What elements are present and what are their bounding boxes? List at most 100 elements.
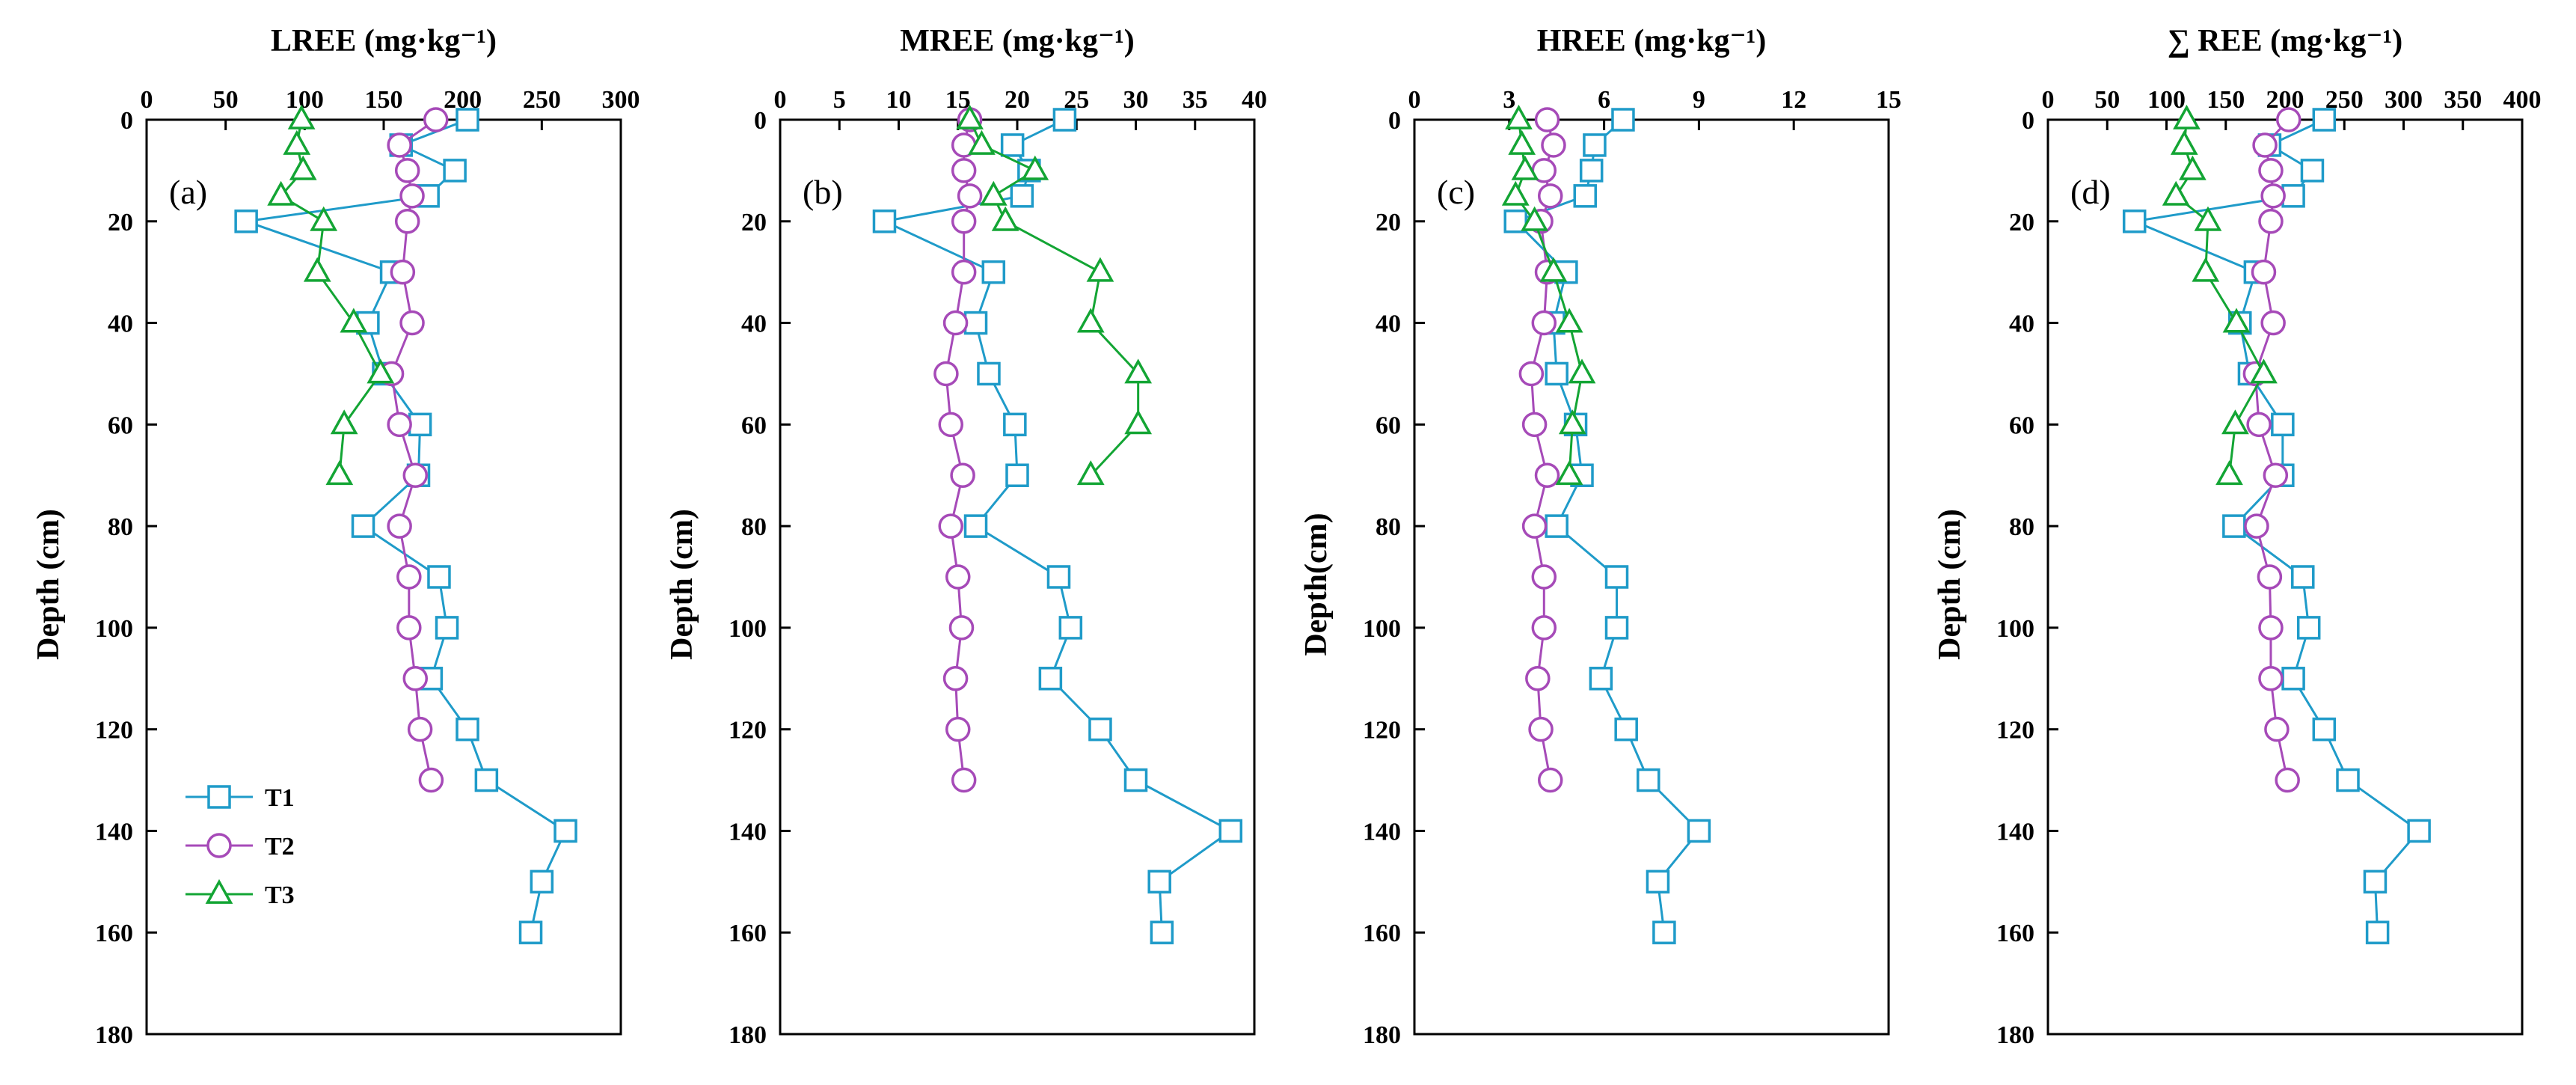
legend-marker-t3	[205, 878, 233, 904]
data-point-t3	[1124, 409, 1153, 435]
data-point-t2	[957, 183, 983, 209]
data-point-t3	[303, 257, 331, 282]
data-point-t2	[1521, 412, 1548, 438]
y-tick-label: 20	[741, 209, 767, 236]
series-line-t3	[2174, 119, 2266, 476]
y-tick-label: 40	[108, 311, 133, 338]
data-point-t3	[1555, 308, 1583, 333]
y-tick-label: 0	[1388, 107, 1401, 135]
x-tick-label: 5	[833, 86, 846, 114]
x-tick-label: 9	[1693, 86, 1705, 114]
data-point-t3	[991, 206, 1019, 231]
data-point-t3	[2215, 460, 2243, 486]
data-point-t2	[2260, 183, 2286, 209]
data-point-t1	[518, 920, 543, 944]
data-point-t2	[942, 666, 969, 691]
chart-panel-2: 0 5 10 15 20 25 30 35 40020406080100120140160180…	[665, 24, 1267, 1049]
data-point-t1	[416, 184, 440, 208]
data-point-t1	[1604, 565, 1629, 589]
panel-label: (d)	[2070, 173, 2111, 211]
data-point-t1	[1687, 819, 1711, 843]
series-t1	[2122, 108, 2431, 944]
y-tick-label: 20	[108, 209, 133, 236]
data-point-t3	[267, 180, 295, 206]
data-point-t1	[1147, 869, 1171, 894]
data-point-t2	[948, 615, 975, 641]
chart-panel-4: 0 50 100 150 200 250 300 350 4000204060801001201…	[1933, 24, 2542, 1049]
data-point-t1	[1637, 768, 1660, 792]
data-point-t1	[1545, 514, 1568, 538]
y-tick-label: 80	[2009, 513, 2034, 541]
data-point-t2	[1531, 615, 1557, 641]
x-tick-label: 0	[774, 86, 787, 114]
data-point-t3	[310, 206, 338, 231]
series-line-t2	[1530, 119, 1555, 780]
data-point-t3	[1511, 155, 1539, 180]
data-point-t2	[942, 310, 969, 336]
x-tick-label: 250	[523, 86, 561, 114]
data-point-t2	[2264, 716, 2290, 742]
data-point-t2	[399, 183, 425, 209]
data-point-t1	[2312, 108, 2337, 132]
data-point-t3	[1505, 104, 1533, 129]
data-point-t1	[530, 869, 554, 894]
data-point-t1	[2312, 717, 2337, 742]
data-point-t1	[2363, 869, 2388, 894]
data-point-t2	[951, 259, 977, 285]
x-tick-label: 0	[2042, 86, 2055, 114]
data-point-t2	[1537, 767, 1563, 793]
y-tick-label: 100	[729, 615, 767, 643]
chart-panel-3: 0 3 6 9 12 15 0 20 40 60 80 100 120 140 160 180 HREE (mg…	[1299, 24, 1901, 1049]
legend-marker-t1	[207, 785, 231, 809]
data-point-t1	[1000, 133, 1025, 157]
data-point-t1	[963, 514, 988, 538]
data-point-t1	[553, 819, 577, 843]
series-t2	[933, 107, 983, 793]
data-point-t2	[951, 767, 977, 793]
data-point-t3	[1021, 155, 1049, 180]
data-point-t1	[1010, 184, 1034, 208]
data-point-t1	[2336, 768, 2360, 792]
data-point-t1	[1150, 920, 1174, 944]
series-line-t1	[2130, 118, 2421, 933]
data-point-t2	[396, 564, 422, 590]
series-line-t2	[945, 119, 972, 780]
series-t3	[956, 104, 1153, 486]
data-point-t3	[1558, 409, 1586, 435]
data-point-t2	[2251, 259, 2277, 285]
x-tick-label: 300	[602, 86, 640, 114]
series-line-t3	[969, 119, 1140, 477]
legend: T1 T2 T3	[185, 784, 295, 909]
data-point-t1	[1589, 667, 1613, 691]
data-point-t2	[1534, 107, 1560, 132]
data-point-t2	[2258, 209, 2284, 234]
y-tick-label: 60	[1376, 412, 1401, 439]
y-axis-label: Depth(cm)	[1299, 513, 1334, 655]
x-tick-label: 350	[2444, 86, 2482, 114]
y-tick-label: 180	[95, 1021, 133, 1049]
legend-label: T1	[265, 784, 295, 812]
data-point-t2	[1521, 513, 1548, 539]
data-point-t2	[387, 513, 412, 539]
data-point-t1	[474, 768, 499, 792]
data-point-t1	[1058, 616, 1083, 640]
data-point-t1	[1005, 463, 1029, 487]
data-point-t2	[933, 361, 959, 387]
data-point-t2	[394, 158, 420, 183]
data-point-t2	[399, 310, 425, 336]
data-point-t2	[402, 666, 429, 691]
data-point-t2	[2275, 767, 2300, 793]
data-point-t2	[1541, 132, 1566, 158]
chart-title: LREE (mg·kg⁻¹)	[271, 24, 497, 58]
x-tick-label: 20	[1005, 86, 1030, 114]
x-tick-label: 30	[1123, 86, 1149, 114]
data-point-t1	[2122, 210, 2147, 233]
data-point-t3	[1076, 460, 1105, 486]
data-point-t2	[1525, 666, 1551, 691]
y-tick-label: 160	[95, 920, 133, 947]
data-point-t1	[981, 260, 1006, 284]
data-point-t2	[387, 132, 412, 158]
data-point-t3	[1086, 257, 1114, 282]
y-axis-label: Depth (cm)	[31, 509, 66, 660]
data-point-t2	[394, 209, 420, 234]
